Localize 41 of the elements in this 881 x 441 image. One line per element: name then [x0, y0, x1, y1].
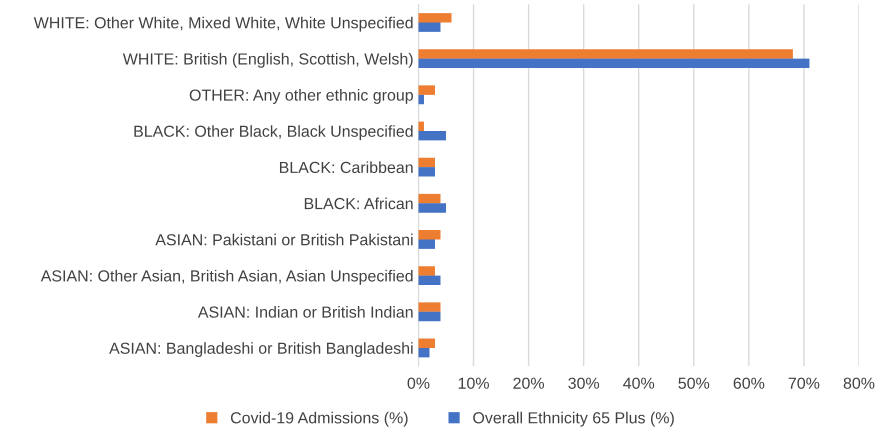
bar	[418, 130, 446, 140]
x-tick-label: 80%	[844, 378, 874, 389]
bar	[418, 49, 793, 59]
y-tick-label: BLACK: African	[304, 198, 413, 210]
y-tick-label: WHITE: Other White, Mixed White, White Unspecified	[34, 16, 413, 32]
bar	[418, 22, 440, 32]
bar	[418, 158, 435, 168]
y-tick-label: BLACK: Caribbean	[280, 161, 413, 174]
x-tick-label: 20%	[513, 378, 544, 389]
x-tick-label: 10%	[458, 378, 489, 389]
y-tick-label: ASIAN: Other Asian, British Asian, Asian Unspecified	[40, 270, 413, 285]
bar	[418, 266, 435, 276]
x-tick-label: 70%	[788, 378, 820, 389]
bar	[418, 85, 435, 95]
bar	[418, 312, 440, 322]
bar	[418, 167, 435, 177]
bar	[418, 58, 810, 68]
x-tick-label: 30%	[568, 378, 600, 389]
bar	[418, 302, 440, 312]
y-tick-label: WHITE: British (English, Scottish, Welsh)	[122, 52, 413, 68]
bar	[418, 203, 446, 213]
y-tick-label: ASIAN: Pakistani or British Pakistani	[155, 234, 413, 246]
x-tick-label: 50%	[678, 378, 710, 389]
legend-label: Overall Ethnicity 65 Plus (%)	[473, 412, 674, 427]
x-tick-label: 40%	[623, 378, 654, 389]
bar	[418, 230, 440, 240]
bar	[418, 122, 424, 131]
y-tick-label: ASIAN: Bangladeshi or British Bangladeshi	[109, 342, 413, 358]
y-tick-label: BLACK: Other Black, Black Unspecified	[134, 125, 413, 140]
bar	[418, 239, 435, 249]
y-tick-label: OTHER: Any other ethnic group	[190, 89, 413, 104]
y-tick-label: ASIAN: Indian or British Indian	[198, 306, 413, 318]
bar	[418, 94, 424, 104]
bar	[418, 13, 452, 22]
bar	[418, 276, 440, 286]
bar	[418, 338, 435, 348]
x-tick-label: 60%	[734, 378, 764, 389]
legend-label: Covid-19 Admissions (%)	[230, 412, 408, 427]
bar	[418, 194, 440, 204]
x-tick-label: 0%	[408, 378, 430, 389]
bar	[418, 348, 430, 358]
